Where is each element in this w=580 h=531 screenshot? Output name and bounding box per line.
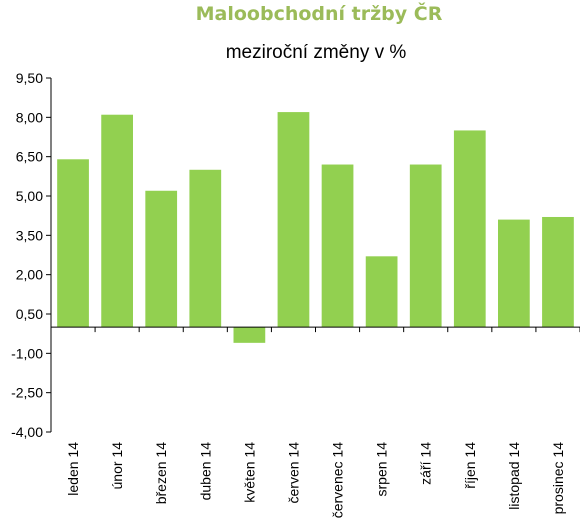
x-tick-label: duben 14 [197,442,213,501]
x-tick-label: leden 14 [65,442,81,496]
x-tick-label: únor 14 [109,442,125,490]
x-tick-label: srpen 14 [374,442,390,497]
x-tick-label: březen 14 [153,442,169,504]
x-tick-label: prosinec 14 [550,442,566,515]
x-tick-label: červen 14 [285,442,301,504]
y-tick-label: 5,00 [16,188,43,204]
y-tick-label: -1,00 [11,345,43,361]
x-tick-label: září 14 [418,442,434,485]
y-tick-label: 8,00 [16,109,43,125]
bars-group [57,112,574,343]
bar-12 [542,216,574,328]
bar-6 [277,112,310,328]
chart-subtitle: meziroční změny v % [226,42,407,63]
bar-4 [189,169,222,328]
y-tick-label: 3,50 [16,227,43,243]
y-tick-label: 2,00 [16,267,43,283]
y-tick-label: 0,50 [16,306,43,322]
bar-9 [409,164,442,328]
bar-3 [145,190,178,328]
bar-8 [365,256,398,328]
chart-title: Maloobchodní tržby ČR [196,1,443,25]
bar-7 [321,164,354,328]
y-tick-labels: 9,50 8,00 6,50 5,00 3,50 2,00 0,50 -1,00 -2,50 -4… [11,70,43,440]
y-tick-label: -4,00 [11,424,43,440]
bar-2 [101,114,133,328]
y-tick-label: -2,50 [11,385,43,401]
y-tick-label: 6,50 [16,149,43,165]
axes-group [46,77,580,433]
x-tick-label: říjen 14 [462,442,478,489]
x-tick-label: listopad 14 [506,442,522,510]
bar-11 [498,219,530,328]
x-tick-label: červenec 14 [330,442,346,518]
bar-10 [453,130,486,328]
bar-1 [57,159,89,328]
y-tick-label: 9,50 [16,70,43,86]
bar-5 [233,327,266,343]
x-tick-labels: leden 14 únor 14 březen 14 duben 14 květen 1… [65,442,566,518]
x-tick-label: květen 14 [241,442,257,503]
